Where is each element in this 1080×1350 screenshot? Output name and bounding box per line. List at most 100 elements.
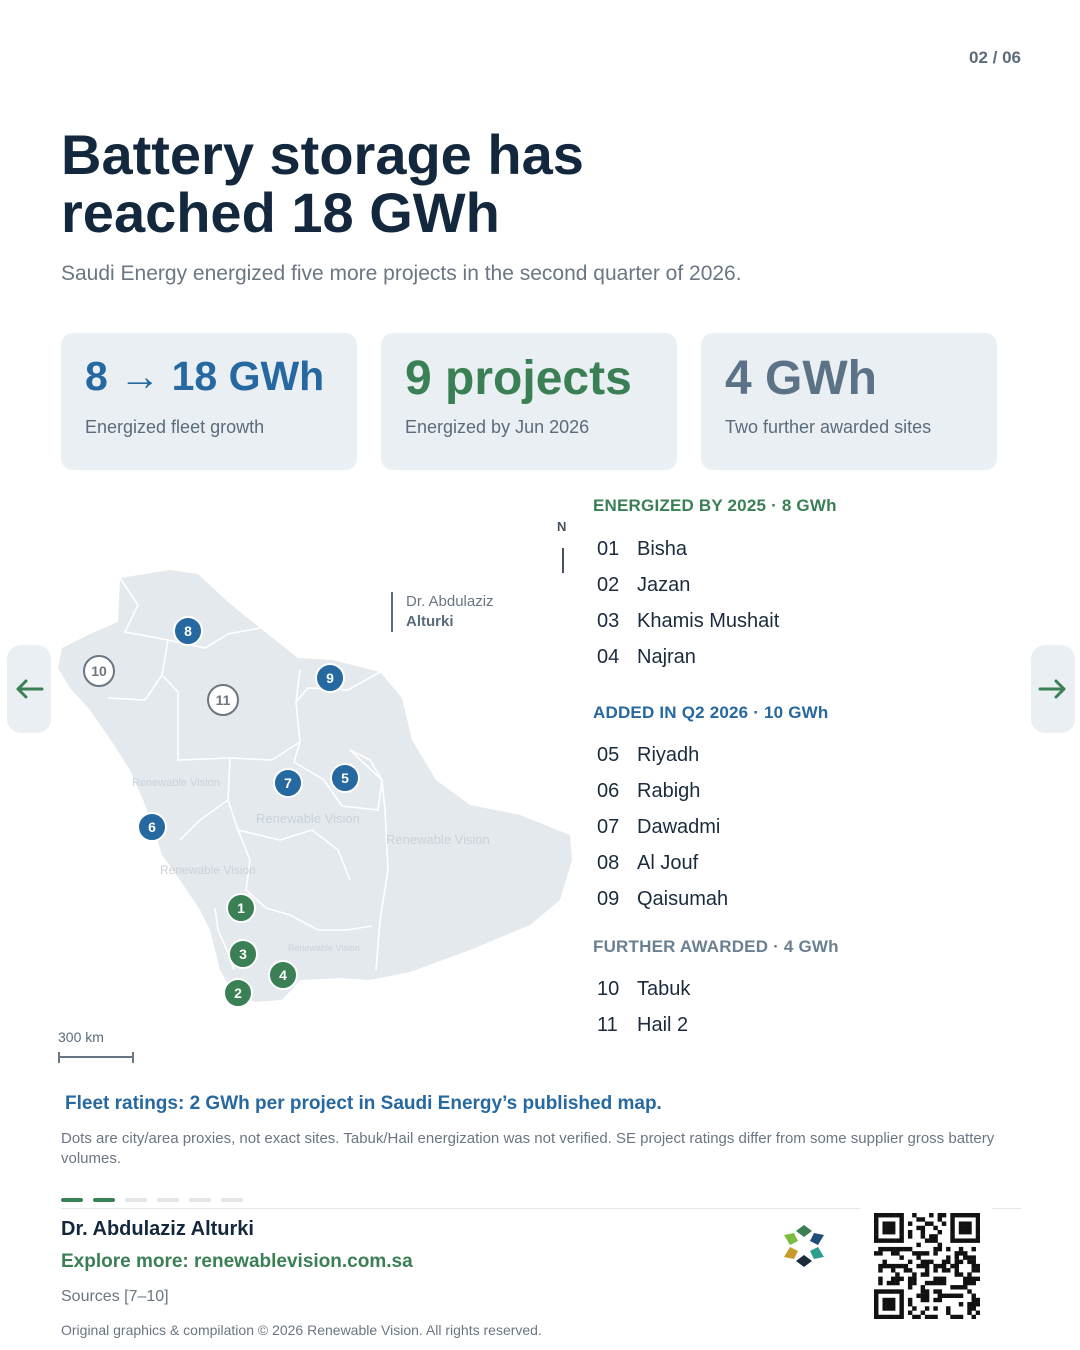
item-number: 11 <box>597 1013 618 1036</box>
item-number: 02 <box>597 573 620 596</box>
marker-label: 1 <box>237 900 245 916</box>
progress-step <box>157 1198 179 1202</box>
stat-label: Energized by Jun 2026 <box>405 417 590 437</box>
qr-code[interactable] <box>874 1213 980 1319</box>
marker-label: 11 <box>216 692 231 708</box>
item-number: 04 <box>597 645 620 668</box>
scale-label: 300 km <box>58 1029 104 1045</box>
previous-slide-button[interactable] <box>7 645 51 733</box>
item-name: Bisha <box>637 537 688 560</box>
stat-value: 9 projects <box>405 352 632 405</box>
map-marker-2: 2 <box>223 978 253 1008</box>
group-heading-awarded: FURTHER AWARDED · 4 GWh <box>593 937 839 956</box>
stat-label: Two further awarded sites <box>725 417 932 437</box>
item-name: Dawadmi <box>637 815 721 838</box>
map-credit: Dr. Abdulaziz Alturki <box>391 592 494 632</box>
item-name: Jazan <box>637 573 691 596</box>
marker-label: 8 <box>184 623 192 639</box>
title-line-2: reached 18 GWh <box>61 181 500 244</box>
map-marker-10: 10 <box>83 655 115 687</box>
item-number: 03 <box>597 609 620 632</box>
map-marker-5: 5 <box>330 763 360 793</box>
arrow-right-icon <box>1038 679 1066 699</box>
item-number: 06 <box>597 779 620 802</box>
map-marker-9: 9 <box>315 663 345 693</box>
title-line-1: Battery storage has <box>61 123 584 186</box>
watermark-text: Renewable Vision <box>288 943 360 953</box>
map-graphic: Renewable Vision Renewable Vision Renewa… <box>58 570 572 1008</box>
stat-value: 4 GWh <box>725 352 877 405</box>
marker-label: 3 <box>239 946 247 962</box>
stat-card-fleet-growth: 8 → 18 GWh Energized fleet growth <box>61 333 357 470</box>
subtitle: Saudi Energy energized five more project… <box>61 262 742 285</box>
map-watermarks: Renewable Vision Renewable Vision Renewa… <box>132 777 490 953</box>
watermark-text: Renewable Vision <box>160 863 256 877</box>
footer-author: Dr. Abdulaziz Alturki <box>61 1218 254 1240</box>
marker-label: 5 <box>341 770 349 786</box>
note-heading: Fleet ratings: 2 GWh per project in Saud… <box>65 1093 662 1114</box>
item-name: Rabigh <box>637 779 701 802</box>
list-item: 11 Hail 2 <box>597 1007 690 1043</box>
watermark-text: Renewable Vision <box>386 832 490 847</box>
marker-label: 7 <box>284 775 292 791</box>
energized-project-list: 01 Bisha 02 Jazan 03 Khamis Mushait 04 Najra… <box>597 531 779 675</box>
saudi-arabia-map: Renewable Vision Renewable Vision Renewa… <box>50 510 590 1070</box>
list-item: 03 Khamis Mushait <box>597 603 779 639</box>
stat-label: Energized fleet growth <box>85 417 265 437</box>
explore-link[interactable]: Explore more: renewablevision.com.sa <box>61 1251 413 1272</box>
list-item: 01 Bisha <box>597 531 779 567</box>
progress-step <box>221 1198 243 1202</box>
group-heading-added: ADDED IN Q2 2026 · 10 GWh <box>593 703 829 722</box>
country-outline <box>58 570 572 1002</box>
sources-text: Sources [7–10] <box>61 1288 169 1305</box>
footer-divider <box>61 1208 1021 1209</box>
item-number: 08 <box>597 851 620 874</box>
marker-label: 10 <box>91 663 107 679</box>
list-item: 04 Najran <box>597 639 779 675</box>
marker-label: 2 <box>234 985 242 1001</box>
stat-value: 8 → 18 GWh <box>85 353 325 399</box>
progress-step <box>125 1198 147 1202</box>
awarded-project-list: 10 Tabuk 11 Hail 2 <box>597 971 690 1043</box>
progress-step <box>189 1198 211 1202</box>
item-number: 10 <box>597 977 620 1000</box>
list-item: 08 Al Jouf <box>597 845 728 881</box>
watermark-text: Renewable Vision <box>132 777 220 789</box>
marker-label: 4 <box>279 967 287 983</box>
map-marker-11: 11 <box>207 684 239 716</box>
list-item: 05 Riyadh <box>597 737 728 773</box>
next-slide-button[interactable] <box>1031 645 1075 733</box>
north-label: N <box>557 519 567 534</box>
marker-label: 6 <box>148 819 156 835</box>
note-body: Dots are city/area proxies, not exact si… <box>61 1130 995 1167</box>
list-item: 09 Qaisumah <box>597 881 728 917</box>
item-name: Khamis Mushait <box>637 609 780 632</box>
page-indicator: 02 / 06 <box>969 48 1021 67</box>
item-name: Najran <box>637 645 696 668</box>
progress-step <box>93 1198 115 1202</box>
item-number: 05 <box>597 743 620 766</box>
item-number: 07 <box>597 815 620 838</box>
progress-step <box>61 1198 83 1202</box>
list-item: 07 Dawadmi <box>597 809 728 845</box>
map-marker-6: 6 <box>137 812 167 842</box>
item-name: Riyadh <box>637 743 700 766</box>
item-name: Qaisumah <box>637 887 729 910</box>
stat-card-awarded: 4 GWh Two further awarded sites <box>701 333 997 470</box>
map-marker-1: 1 <box>226 893 256 923</box>
item-name: Hail 2 <box>637 1013 689 1036</box>
credit-line-2: Alturki <box>406 613 454 630</box>
credit-line-1: Dr. Abdulaziz <box>406 593 494 610</box>
north-arrow-icon <box>562 548 564 573</box>
marker-label: 9 <box>326 670 334 686</box>
map-marker-8: 8 <box>173 616 203 646</box>
map-marker-7: 7 <box>273 768 303 798</box>
list-item: 02 Jazan <box>597 567 779 603</box>
map-marker-3: 3 <box>228 939 258 969</box>
watermark-text: Renewable Vision <box>256 811 360 826</box>
list-item: 10 Tabuk <box>597 971 690 1007</box>
item-number: 09 <box>597 887 620 910</box>
item-name: Al Jouf <box>637 851 699 874</box>
map-marker-4: 4 <box>268 960 298 990</box>
list-item: 06 Rabigh <box>597 773 728 809</box>
